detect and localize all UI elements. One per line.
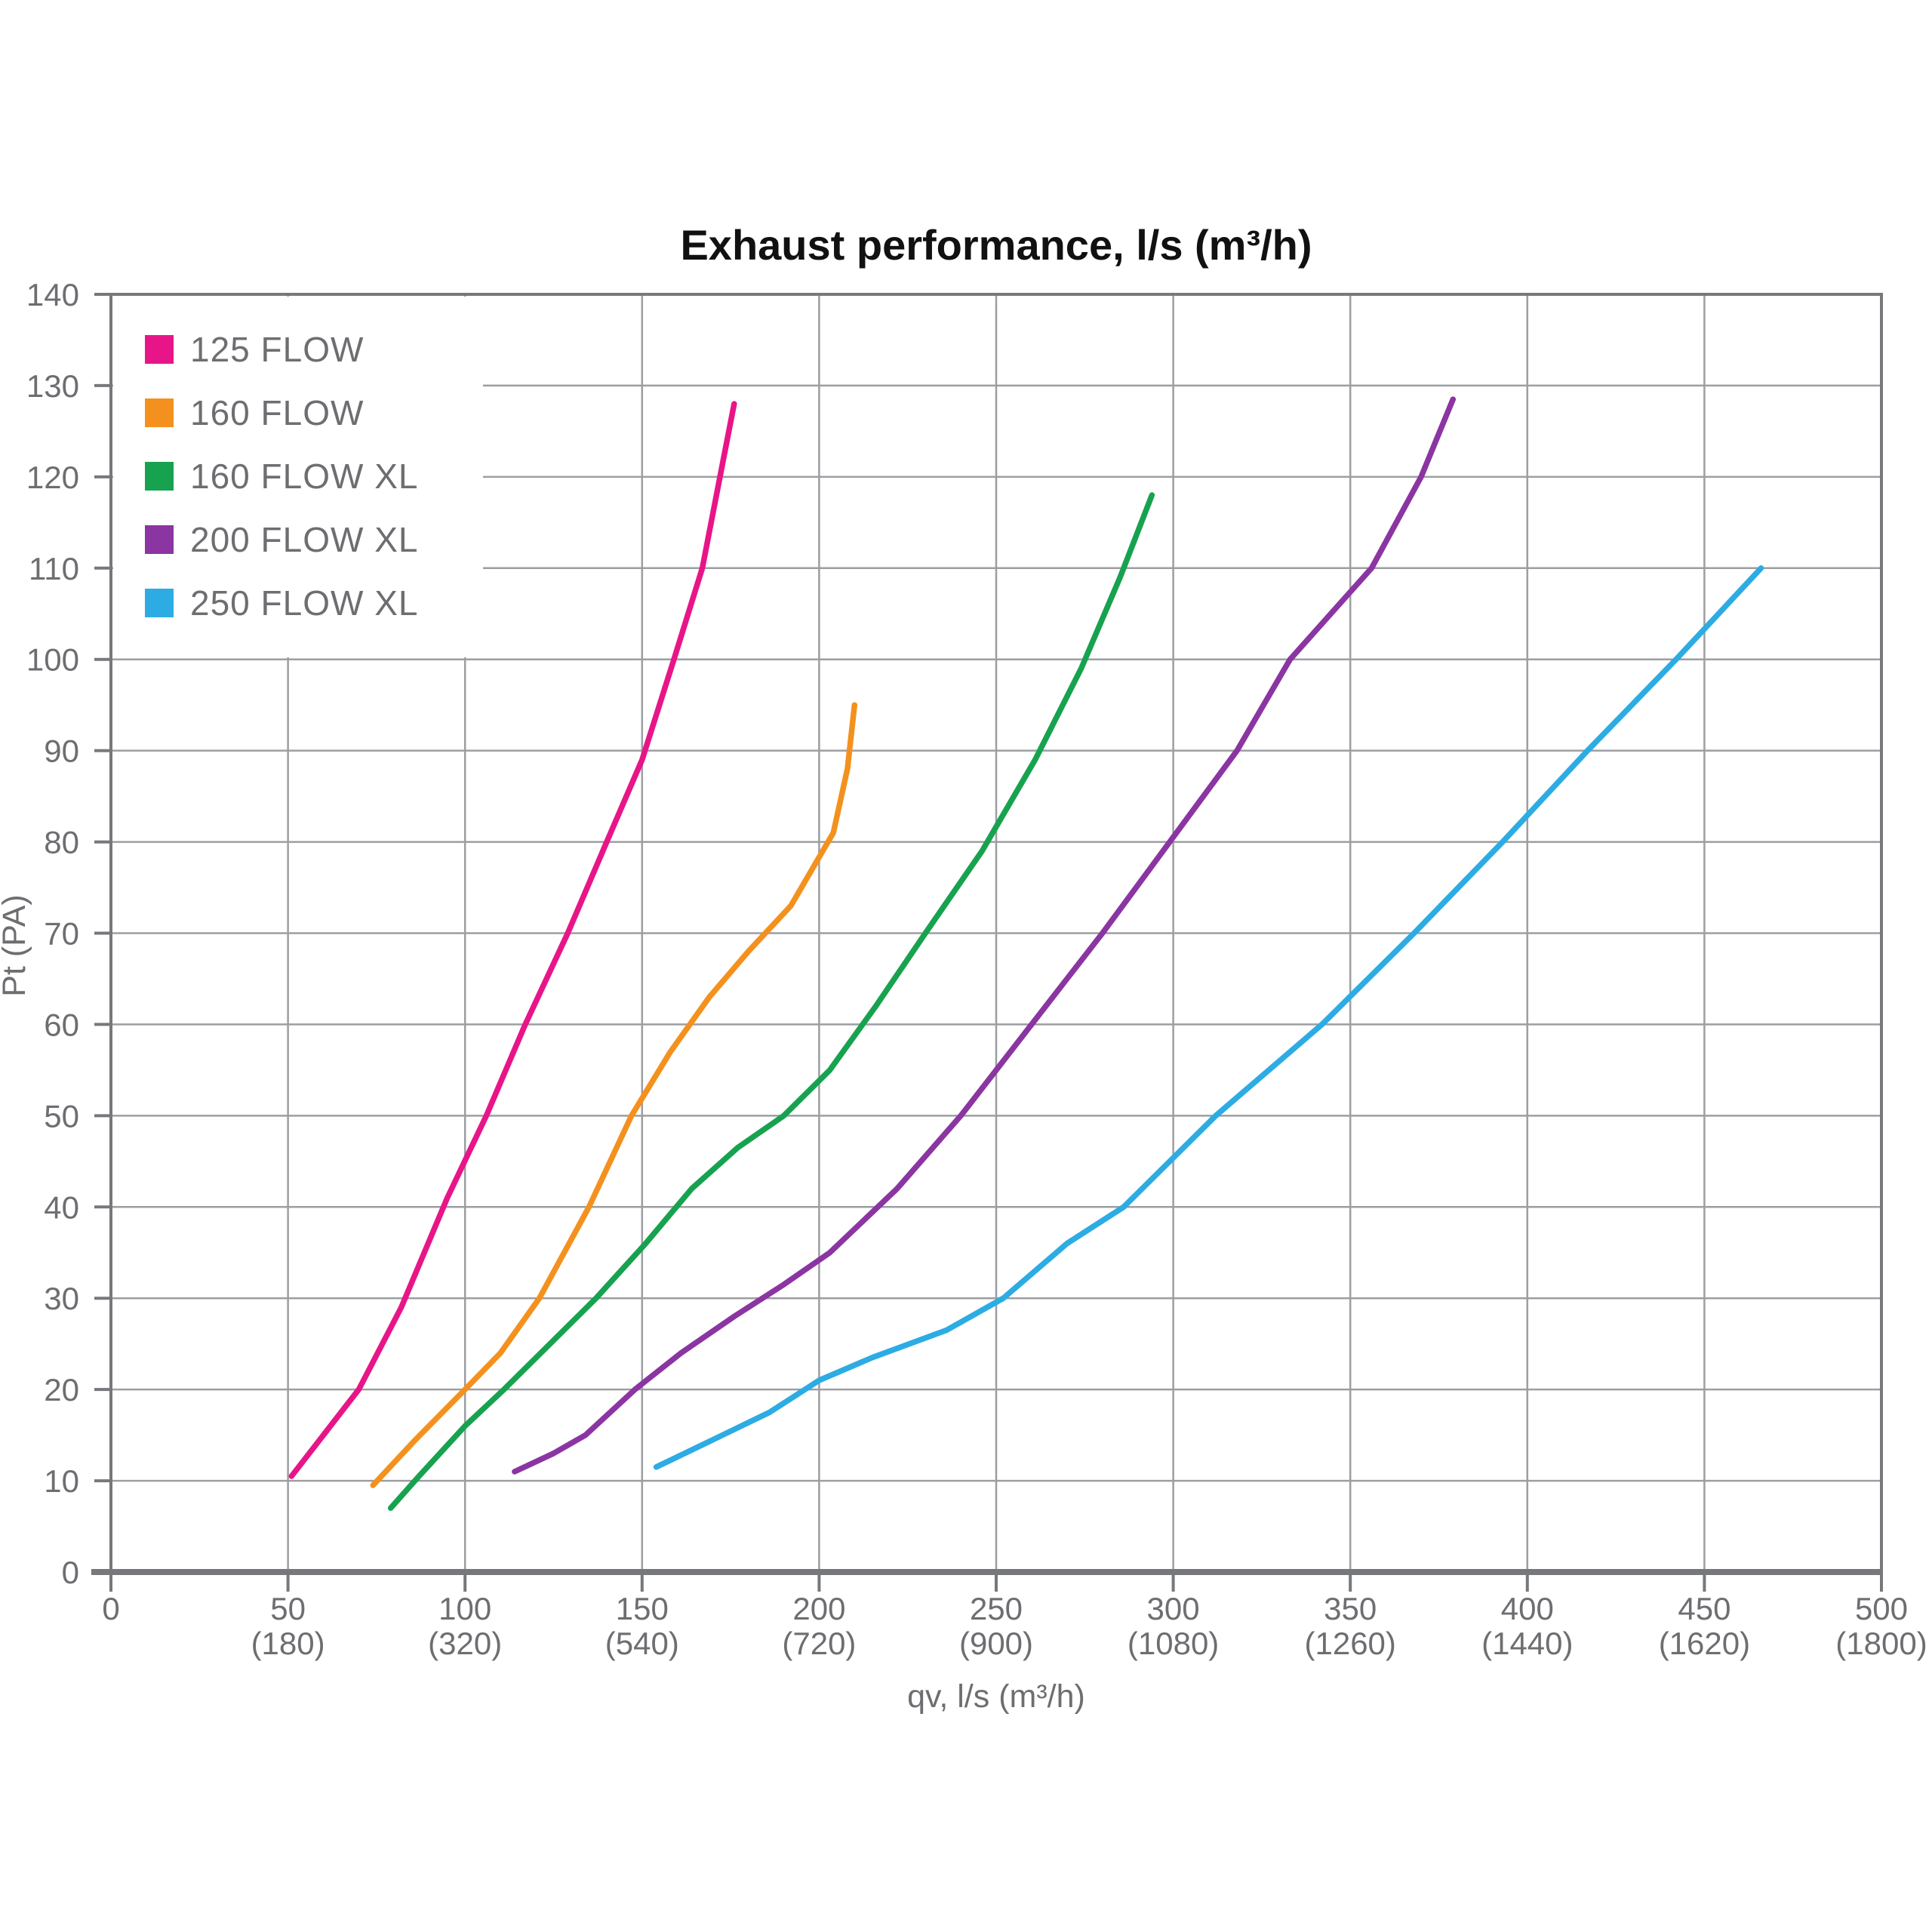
x-tick-sublabel: (180) xyxy=(251,1626,325,1661)
y-tick-label: 90 xyxy=(44,734,79,769)
x-tick-label: 100 xyxy=(438,1591,491,1626)
legend-label: 250 FLOW XL xyxy=(190,583,418,623)
y-tick-label: 60 xyxy=(44,1007,79,1042)
y-tick-label: 10 xyxy=(44,1463,79,1499)
x-tick-sublabel: (1080) xyxy=(1128,1626,1219,1661)
x-tick-sublabel: (1800) xyxy=(1835,1626,1927,1661)
legend-background xyxy=(113,297,483,657)
series-line-160-flow-xl xyxy=(387,492,1155,1512)
legend-label: 125 FLOW xyxy=(190,330,364,369)
y-axis-title: Pt (PA) xyxy=(0,894,32,996)
y-tick-label: 50 xyxy=(44,1098,79,1134)
y-tick-label: 140 xyxy=(26,277,79,312)
x-tick-label: 250 xyxy=(970,1591,1023,1626)
y-tick-label: 80 xyxy=(44,825,79,860)
x-tick-label: 200 xyxy=(792,1591,845,1626)
legend-swatch xyxy=(145,398,174,427)
x-tick-sublabel: (720) xyxy=(782,1626,856,1661)
y-tick-label: 120 xyxy=(26,460,79,495)
y-tick-label: 110 xyxy=(29,551,79,586)
x-tick-label: 150 xyxy=(616,1591,669,1626)
legend-label: 160 FLOW XL xyxy=(190,457,418,496)
legend-swatch xyxy=(145,462,174,491)
legend-label: 200 FLOW XL xyxy=(190,520,418,559)
x-tick-label: 50 xyxy=(270,1591,306,1626)
legend-swatch xyxy=(145,335,174,364)
y-tick-label: 30 xyxy=(44,1281,79,1316)
x-tick-sublabel: (540) xyxy=(605,1626,679,1661)
y-tick-label: 130 xyxy=(26,368,79,404)
series-line-160-flow xyxy=(370,702,858,1488)
x-tick-label: 300 xyxy=(1147,1591,1200,1626)
x-tick-label: 400 xyxy=(1501,1591,1554,1626)
series-line-125-flow xyxy=(288,401,737,1479)
y-tick-label: 40 xyxy=(44,1189,79,1225)
legend-label: 160 FLOW xyxy=(190,393,364,432)
legend-swatch xyxy=(145,589,174,617)
x-tick-sublabel: (1440) xyxy=(1481,1626,1573,1661)
chart-title: Exhaust performance, l/s (m³/h) xyxy=(680,221,1312,269)
series-line-250-flow-xl xyxy=(653,565,1764,1470)
x-tick-sublabel: (900) xyxy=(959,1626,1033,1661)
y-tick-label: 0 xyxy=(62,1555,79,1590)
x-tick-sublabel: (320) xyxy=(428,1626,502,1661)
y-tick-label: 70 xyxy=(44,916,79,952)
x-tick-label: 450 xyxy=(1678,1591,1730,1626)
x-tick-label: 350 xyxy=(1324,1591,1377,1626)
x-tick-sublabel: (1620) xyxy=(1659,1626,1750,1661)
series-line-200-flow-xl xyxy=(512,396,1457,1475)
x-axis-title: qv, l/s (m³/h) xyxy=(907,1678,1085,1715)
x-tick-label: 0 xyxy=(102,1591,119,1626)
x-tick-label: 500 xyxy=(1855,1591,1908,1626)
y-tick-label: 20 xyxy=(44,1372,79,1407)
x-tick-sublabel: (1260) xyxy=(1304,1626,1395,1661)
legend-swatch xyxy=(145,525,174,554)
y-tick-label: 100 xyxy=(26,642,79,678)
